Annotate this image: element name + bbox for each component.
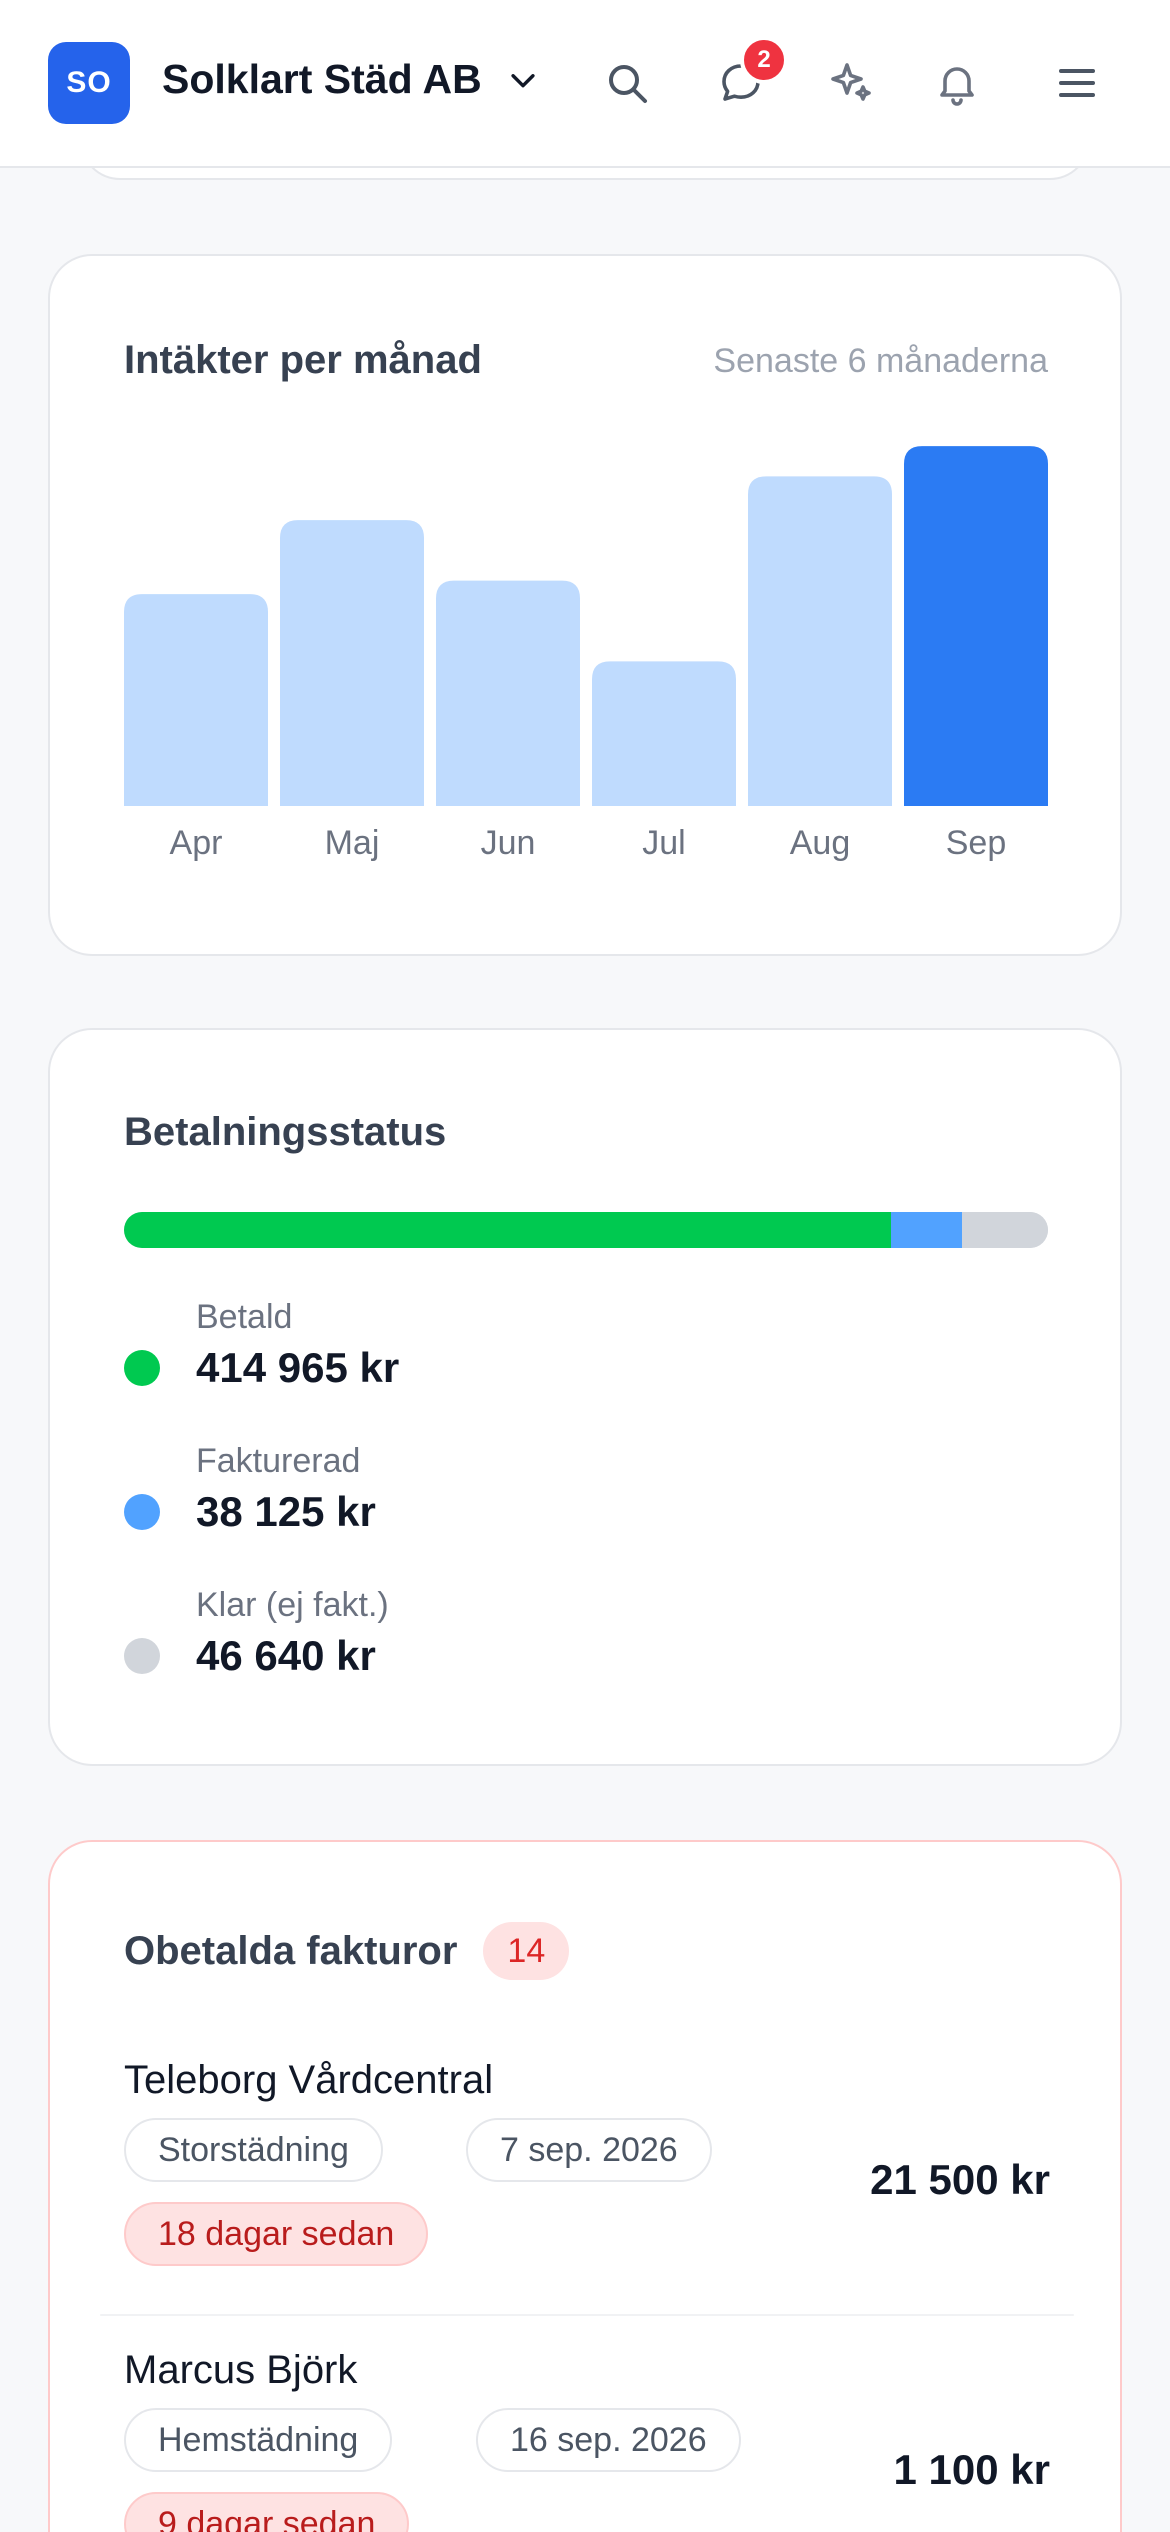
chevron-down-icon	[511, 73, 535, 87]
overdue-tag: 9 dagar sedan	[124, 2492, 410, 2532]
legend-amount: 414 965 kr	[196, 1344, 400, 1391]
invoice-row[interactable]: Marcus Björk Hemstädning 16 sep. 2026 9 …	[100, 2336, 1074, 2532]
bar-jul[interactable]	[592, 661, 736, 806]
x-tick-label: Aug	[790, 824, 851, 862]
ready-dot-icon	[124, 1638, 160, 1674]
paid-segment	[124, 1212, 892, 1248]
invoice-row[interactable]: Teleborg Vårdcentral Storstädning 7 sep.…	[100, 2046, 1074, 2316]
bar-maj[interactable]	[280, 520, 424, 806]
company-avatar[interactable]: SO	[48, 42, 130, 124]
legend-label: Fakturerad	[196, 1442, 361, 1480]
unpaid-count-badge: 14	[483, 1922, 570, 1980]
bell-icon	[940, 67, 974, 106]
service-tag: Storstädning	[124, 2118, 383, 2182]
search-icon	[609, 65, 647, 103]
unpaid-invoices-card: Obetalda fakturor 14 Teleborg Vårdcentra…	[48, 1840, 1122, 2532]
invoice-customer: Marcus Björk	[124, 2348, 358, 2392]
revenue-bar-chart: Apr Maj Jun Jul Aug Sep	[124, 446, 1048, 862]
ai-assistant-button[interactable]	[820, 52, 882, 114]
bar-jun[interactable]	[436, 580, 580, 806]
bar-sep[interactable]	[904, 446, 1048, 806]
menu-button[interactable]	[1046, 52, 1108, 114]
date-tag: 7 sep. 2026	[466, 2118, 712, 2182]
invoiced-segment	[891, 1212, 962, 1248]
service-tag: Hemstädning	[124, 2408, 393, 2472]
row-divider	[100, 2314, 1074, 2316]
app-header: SO Solklart Städ AB 2	[0, 0, 1170, 168]
x-tick-label: Apr	[170, 824, 223, 862]
company-switcher[interactable]: Solklart Städ AB	[162, 56, 540, 103]
company-name: Solklart Städ AB	[162, 56, 482, 102]
date-tag: 16 sep. 2026	[476, 2408, 741, 2472]
overdue-tag: 18 dagar sedan	[124, 2202, 429, 2266]
x-tick-label: Jul	[642, 824, 685, 862]
revenue-chart-subtitle: Senaste 6 månaderna	[713, 342, 1048, 380]
x-tick-label: Maj	[325, 824, 380, 862]
legend-amount: 38 125 kr	[196, 1488, 376, 1535]
payment-progress-bar	[124, 1212, 1048, 1248]
unpaid-invoices-title: Obetalda fakturor	[124, 1928, 458, 1973]
sparkle-icon	[831, 63, 871, 101]
legend-label: Klar (ej fakt.)	[196, 1586, 389, 1624]
invoiced-dot-icon	[124, 1494, 160, 1530]
unpaid-invoices-header: Obetalda fakturor 14	[124, 1922, 570, 1980]
invoice-customer: Teleborg Vårdcentral	[124, 2058, 494, 2102]
messages-badge: 2	[740, 36, 788, 84]
ready-segment	[961, 1212, 1048, 1248]
revenue-chart-card: Intäkter per månad Senaste 6 månaderna A…	[48, 254, 1122, 956]
invoice-amount: 1 100 kr	[893, 2446, 1050, 2493]
x-tick-label: Jun	[481, 824, 536, 862]
x-tick-label: Sep	[946, 824, 1007, 862]
legend-amount: 46 640 kr	[196, 1632, 376, 1679]
menu-icon	[1059, 69, 1095, 97]
notifications-button[interactable]	[926, 52, 988, 114]
payment-status-card: Betalningsstatus Betald 414 965 kr Faktu…	[48, 1028, 1122, 1766]
revenue-chart-title: Intäkter per månad	[124, 338, 482, 382]
paid-dot-icon	[124, 1350, 160, 1386]
bar-aug[interactable]	[748, 476, 892, 806]
bar-apr[interactable]	[124, 594, 268, 806]
invoice-amount: 21 500 kr	[870, 2156, 1050, 2203]
legend-label: Betald	[196, 1298, 293, 1336]
payment-status-title: Betalningsstatus	[124, 1110, 447, 1154]
search-button[interactable]	[596, 52, 658, 114]
